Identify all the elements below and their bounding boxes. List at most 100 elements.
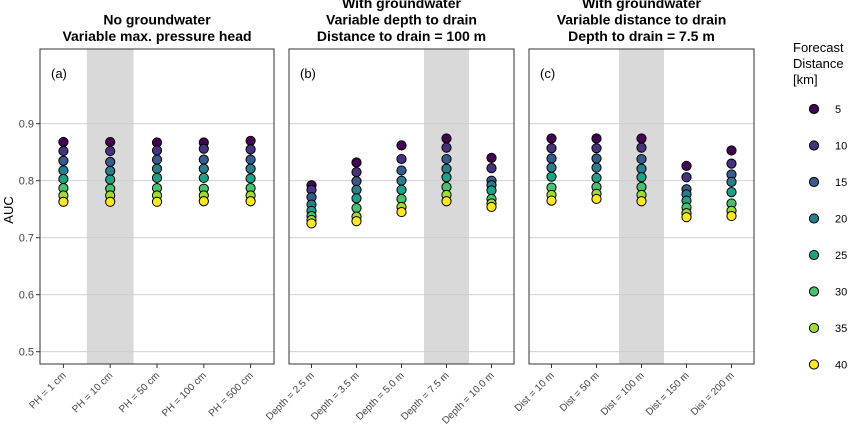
data-point-10km <box>105 145 116 157</box>
legend-item-10km: 10 <box>808 140 847 153</box>
data-point-40km <box>351 216 362 227</box>
data-point-25km <box>726 187 737 198</box>
legend-label: 40 <box>835 360 847 372</box>
data-point-40km <box>105 196 116 207</box>
panel-title-line: Variable distance to drain <box>557 12 727 28</box>
data-point-5km <box>636 133 647 144</box>
data-point-20km <box>636 163 647 174</box>
y-axis-label: AUC <box>1 196 16 223</box>
data-point-5km <box>245 135 256 146</box>
x-tick-label: PH = 10 cm <box>70 370 115 415</box>
legend-label: 15 <box>835 177 847 189</box>
data-point-15km <box>151 154 163 165</box>
legend-item-25km: 25 <box>808 249 847 262</box>
data-point-40km <box>726 210 737 222</box>
data-point-5km <box>58 136 69 148</box>
panel-label: (a) <box>51 66 67 81</box>
data-point-40km <box>151 196 163 207</box>
panel-title-line: No groundwater <box>103 12 211 28</box>
legend-title-line: Distance <box>793 56 844 71</box>
data-point-20km <box>441 163 452 174</box>
legend-label: 20 <box>835 214 847 226</box>
baseline-highlight-band <box>619 49 664 364</box>
data-point-20km <box>198 163 209 174</box>
data-point-25km <box>396 184 407 195</box>
data-point-5km <box>396 140 407 151</box>
data-point-25km <box>245 173 256 184</box>
y-tick-label: 0.8 <box>19 176 34 188</box>
x-tick-label: PH = 100 cm <box>160 370 209 419</box>
legend-swatch <box>808 140 820 151</box>
data-point-10km <box>58 145 69 157</box>
data-point-25km <box>636 172 647 183</box>
data-point-40km <box>546 195 557 206</box>
data-point-5km <box>351 157 362 168</box>
data-point-15km <box>105 156 116 167</box>
data-point-20km <box>351 184 362 195</box>
data-point-40km <box>636 196 647 207</box>
data-point-15km <box>351 176 362 187</box>
data-point-5km <box>546 133 557 144</box>
data-point-5km <box>105 136 116 148</box>
y-tick-label: 0.6 <box>19 290 34 302</box>
data-point-10km <box>351 167 362 178</box>
legend-swatch <box>808 103 820 115</box>
data-point-25km <box>546 171 557 182</box>
data-point-25km <box>151 172 163 183</box>
data-point-15km <box>441 153 452 165</box>
panel-label: (b) <box>300 66 316 81</box>
data-point-10km <box>726 158 737 169</box>
y-tick-label: 0.5 <box>19 347 34 359</box>
data-point-10km <box>546 143 557 154</box>
legend-label: 35 <box>835 323 847 335</box>
data-point-10km <box>441 142 452 153</box>
x-tick-label: PH = 1 cm <box>28 370 69 411</box>
legend-swatch <box>808 322 820 334</box>
legend-label: 10 <box>835 141 847 153</box>
data-point-10km <box>591 143 602 154</box>
data-point-40km <box>486 201 497 213</box>
baseline-highlight-band <box>424 49 469 364</box>
data-point-5km <box>591 133 602 144</box>
legend-label: 30 <box>835 287 847 299</box>
x-tick-label: PH = 500 cm <box>207 370 256 419</box>
panel-title-line: Distance to drain = 100 m <box>317 28 486 44</box>
data-point-5km <box>681 160 692 171</box>
legend-swatch <box>808 249 820 261</box>
data-point-25km <box>105 174 116 185</box>
data-point-20km <box>105 165 116 177</box>
data-point-5km <box>486 152 497 163</box>
data-point-40km <box>441 196 452 207</box>
legend-label: 5 <box>835 104 841 116</box>
data-point-20km <box>591 162 602 173</box>
data-point-10km <box>396 153 407 165</box>
y-axis: 0.5 0.6 0.7 0.8 0.9 <box>19 119 40 359</box>
data-point-10km <box>198 143 209 154</box>
legend-item-20km: 20 <box>808 213 847 226</box>
legend-title-line: Forecast <box>793 40 844 55</box>
panel-title-line: Depth to drain = 7.5 m <box>568 28 715 44</box>
data-point-20km <box>396 175 407 186</box>
data-point-10km <box>486 163 497 174</box>
data-point-15km <box>591 153 602 164</box>
data-point-10km <box>681 172 692 183</box>
data-point-40km <box>396 206 407 218</box>
legend-item-15km: 15 <box>808 176 847 189</box>
y-tick-label: 0.7 <box>19 233 34 245</box>
x-tick-label: Dist = 100 m <box>599 370 647 418</box>
data-point-15km <box>245 154 256 165</box>
data-point-40km <box>306 218 317 229</box>
legend-item-5km: 5 <box>808 103 841 116</box>
legend-swatch <box>808 286 820 297</box>
data-point-15km <box>198 154 209 165</box>
panel-label: (c) <box>540 66 555 81</box>
data-point-20km <box>58 165 69 176</box>
legend-swatch <box>808 213 820 224</box>
data-point-5km <box>726 145 737 156</box>
data-point-10km <box>151 145 163 156</box>
data-point-15km <box>396 165 407 176</box>
